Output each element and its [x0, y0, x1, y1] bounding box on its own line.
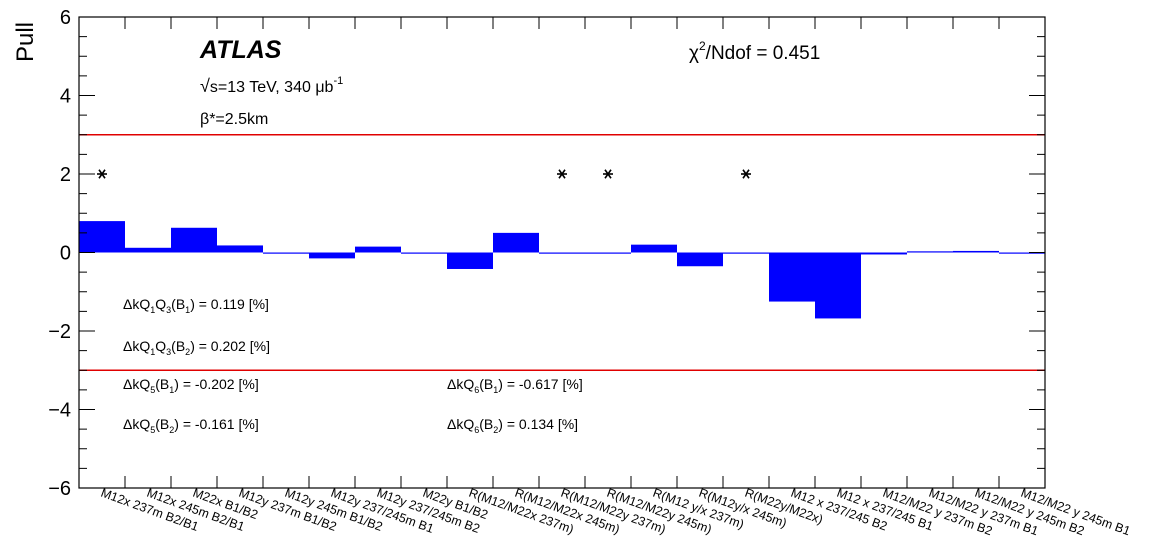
marker-stroke-d2 — [604, 169, 612, 179]
annotation-part: 3 — [166, 347, 171, 357]
energy-label: √s=13 TeV, 340 μb-1 — [200, 75, 343, 96]
annotation-5: ΔkQ6(B2) = 0.134 [%] — [447, 416, 578, 435]
bar-6 — [355, 246, 401, 253]
annotation-1: ΔkQ1Q3(B2) = 0.202 [%] — [123, 338, 270, 357]
annotation-part: ΔkQ — [123, 296, 150, 312]
bar-12 — [631, 244, 677, 253]
bar-10 — [539, 252, 585, 254]
annotation-part: 6 — [474, 385, 479, 395]
annotation-part: 2 — [185, 347, 190, 357]
annotation-part: (B — [171, 296, 185, 312]
bar-5 — [309, 252, 355, 259]
annotation-part: ) = 0.134 [%] — [498, 416, 578, 432]
bar-4 — [263, 252, 309, 254]
annotation-part: (B — [479, 376, 493, 392]
sqrt-symbol: √ — [200, 76, 210, 96]
chi2-exponent: 2 — [699, 39, 706, 53]
annotation-part: 2 — [169, 425, 174, 435]
bar-7 — [401, 252, 447, 254]
annotation-part: 6 — [474, 425, 479, 435]
annotation-part: ) = -0.617 [%] — [498, 376, 582, 392]
annotation-part: ) = 0.119 [%] — [190, 296, 269, 312]
annotation-part: (B — [155, 416, 169, 432]
chi2-symbol: χ — [689, 43, 699, 64]
marker-stroke-d2 — [558, 169, 566, 179]
marker-0 — [97, 169, 107, 179]
bar-1 — [125, 247, 171, 253]
reference-lines-layer — [79, 134, 1045, 371]
annotation-part: Q — [155, 338, 166, 354]
chi2-rest: /Ndof = 0.451 — [706, 43, 821, 64]
experiment-label: ATLAS — [199, 36, 282, 64]
bar-9 — [493, 232, 539, 253]
bar-3 — [217, 245, 263, 253]
annotation-part: ΔkQ — [123, 376, 150, 392]
bar-17 — [861, 252, 907, 255]
annotation-part: ) = -0.161 [%] — [174, 416, 258, 432]
marker-1 — [557, 169, 567, 179]
y-tick-label: −4 — [48, 400, 71, 422]
marker-2 — [603, 169, 613, 179]
y-tick-label: 2 — [60, 164, 71, 186]
bar-8 — [447, 252, 493, 269]
annotation-part: (B — [171, 338, 185, 354]
annotation-part: 1 — [493, 385, 498, 395]
bar-0 — [79, 221, 125, 253]
markers-layer — [97, 169, 751, 179]
bar-15 — [769, 252, 815, 302]
y-axis-label: Pull — [12, 22, 39, 62]
annotation-part: ΔkQ — [123, 338, 150, 354]
annotation-part: ) = 0.202 [%] — [190, 338, 270, 354]
annotation-part: 5 — [150, 385, 155, 395]
annotation-part: (B — [155, 376, 169, 392]
annotation-2: ΔkQ5(B1) = -0.202 [%] — [123, 376, 259, 395]
annotation-3: ΔkQ5(B2) = -0.161 [%] — [123, 416, 259, 435]
energy-exponent: -1 — [333, 75, 343, 87]
annotation-part: 3 — [166, 305, 171, 315]
annotation-part: 2 — [493, 425, 498, 435]
y-tick-label: −6 — [48, 478, 71, 500]
energy-text: s=13 TeV, 340 μb — [210, 79, 334, 96]
annotation-part: 5 — [150, 425, 155, 435]
bar-16 — [815, 252, 861, 319]
annotation-part: 1 — [150, 305, 155, 315]
bar-2 — [171, 227, 217, 253]
marker-stroke-d2 — [98, 169, 106, 179]
chi2-label: χ2/Ndof = 0.451 — [689, 39, 820, 64]
annotation-part: 1 — [185, 305, 190, 315]
annotation-part: (B — [479, 416, 493, 432]
marker-stroke-d2 — [742, 169, 750, 179]
bar-13 — [677, 252, 723, 267]
annotations-layer: ΔkQ1Q3(B1) = 0.119 [%]ΔkQ1Q3(B2) = 0.202… — [123, 296, 583, 435]
y-tick-label: 6 — [60, 7, 71, 29]
bar-14 — [723, 252, 769, 254]
y-tick-label: 4 — [60, 86, 71, 108]
bar-19 — [953, 250, 999, 253]
annotation-part: ΔkQ — [447, 416, 474, 432]
annotation-4: ΔkQ6(B1) = -0.617 [%] — [447, 376, 583, 395]
annotation-part: 1 — [169, 385, 174, 395]
annotation-0: ΔkQ1Q3(B1) = 0.119 [%] — [123, 296, 269, 315]
annotation-part: ΔkQ — [447, 376, 474, 392]
bar-11 — [585, 252, 631, 254]
annotation-part: Q — [155, 296, 166, 312]
y-axis: −6 −4 −2 0 2 4 6 — [48, 7, 1045, 500]
bar-20 — [999, 252, 1045, 254]
beta-label: β*=2.5km — [200, 111, 268, 128]
bars-layer — [79, 221, 1045, 319]
bar-18 — [907, 251, 953, 253]
annotation-part: ΔkQ — [123, 416, 150, 432]
y-tick-label: −2 — [48, 321, 71, 343]
annotation-part: 1 — [150, 347, 155, 357]
marker-3 — [741, 169, 751, 179]
y-tick-label: 0 — [60, 243, 71, 265]
annotation-part: ) = -0.202 [%] — [174, 376, 258, 392]
